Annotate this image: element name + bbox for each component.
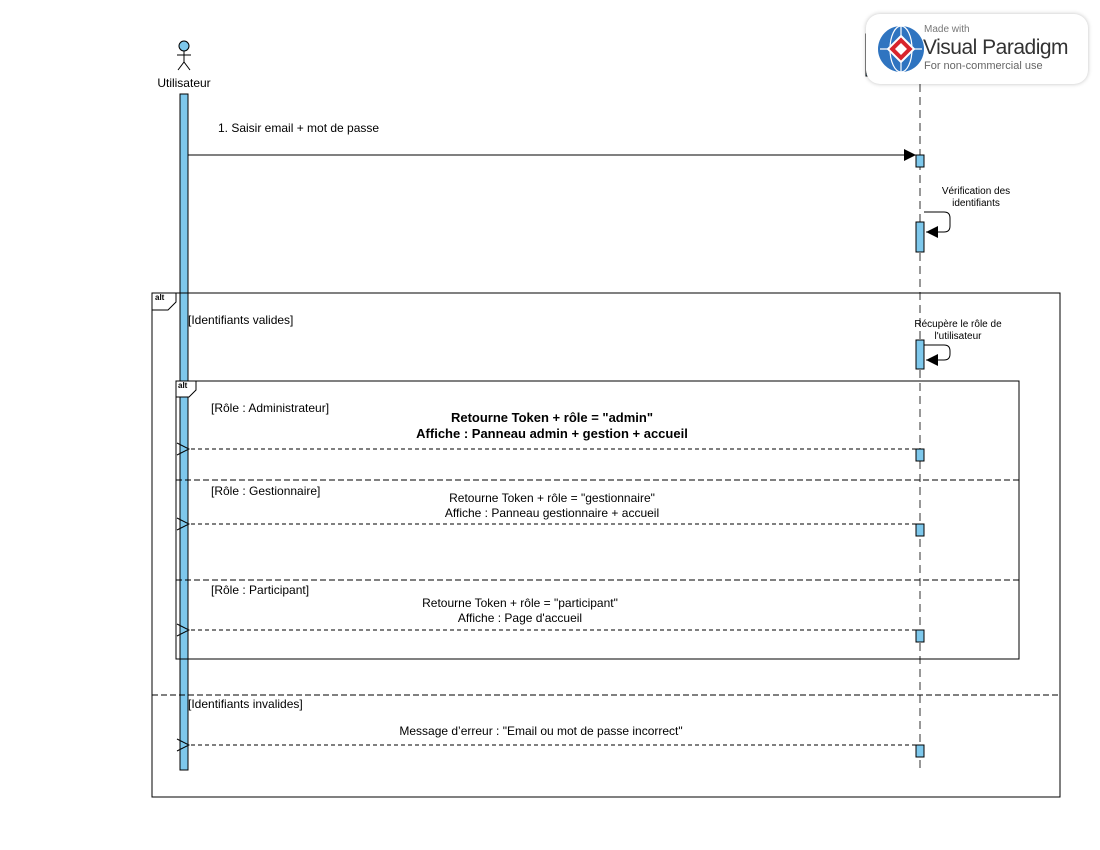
inner-alt-fragment <box>175 380 1020 660</box>
system-activation-3 <box>915 339 925 370</box>
system-activation-5 <box>915 523 925 537</box>
user-activation <box>179 93 189 771</box>
self-message-verif-label-1: Vérification des <box>942 186 1010 197</box>
actor-label: Utilisateur <box>157 76 210 90</box>
outer-alt-tag: alt <box>155 293 165 302</box>
system-activation-7 <box>915 744 925 758</box>
self-message-role-label-2: l'utilisateur <box>935 331 983 342</box>
gest-message-label-1: Retourne Token + rôle = "gestionnaire" <box>449 491 655 505</box>
inner-alt-tag: alt <box>178 381 188 390</box>
inner-guard-part: [Rôle : Participant] <box>211 583 309 597</box>
error-message-label: Message d’erreur : "Email ou mot de pass… <box>399 724 682 738</box>
self-message-role-arrow <box>924 344 951 366</box>
outer-guard-invalid: [Identifiants invalides] <box>188 697 303 711</box>
actor-leg-right <box>183 61 191 71</box>
self-message-verif-arrow <box>924 211 951 238</box>
part-message-label-1: Retourne Token + rôle = "participant" <box>422 596 618 610</box>
inner-guard-admin: [Rôle : Administrateur] <box>211 401 329 415</box>
inner-alt-tag-box <box>175 380 197 398</box>
inner-guard-gest: [Rôle : Gestionnaire] <box>211 484 320 498</box>
system-activation-4 <box>915 448 925 462</box>
system-activation-1 <box>915 154 925 168</box>
outer-alt-tag-box <box>151 292 177 311</box>
admin-message-label-2: Affiche : Panneau admin + gestion + accu… <box>416 426 688 441</box>
actor-leg-left <box>177 61 185 71</box>
watermark-use: For non-commercial use <box>924 60 1043 72</box>
outer-alt-fragment <box>151 292 1061 798</box>
system-activation-2 <box>915 221 925 253</box>
self-message-verif-label-2: identifiants <box>952 198 1000 209</box>
watermark-made-with: Made with <box>924 24 970 35</box>
gest-message-label-2: Affiche : Panneau gestionnaire + accueil <box>445 506 659 520</box>
visual-paradigm-logo-icon <box>878 25 924 73</box>
message-1-label: 1. Saisir email + mot de passe <box>218 121 379 135</box>
visual-paradigm-watermark: Made with Visual Paradigm For non-commer… <box>866 14 1088 84</box>
system-activation-6 <box>915 629 925 643</box>
actor-utilisateur: Utilisateur <box>157 40 211 90</box>
admin-message-label-1: Retourne Token + rôle = "admin" <box>451 410 653 425</box>
watermark-brand: Visual Paradigm <box>923 36 1069 59</box>
outer-guard-valid: [Identifiants valides] <box>188 313 293 327</box>
actor-head <box>178 40 190 52</box>
self-message-role-label-1: Récupère le rôle de <box>914 319 1002 330</box>
part-message-label-2: Affiche : Page d'accueil <box>458 611 582 625</box>
